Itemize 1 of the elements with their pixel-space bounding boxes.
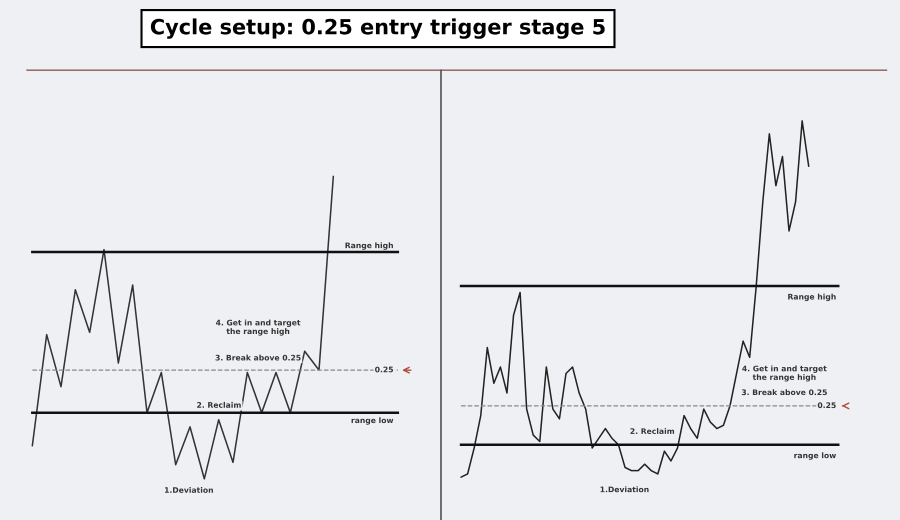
- chart-title: Cycle setup: 0.25 entry trigger stage 5: [150, 18, 605, 39]
